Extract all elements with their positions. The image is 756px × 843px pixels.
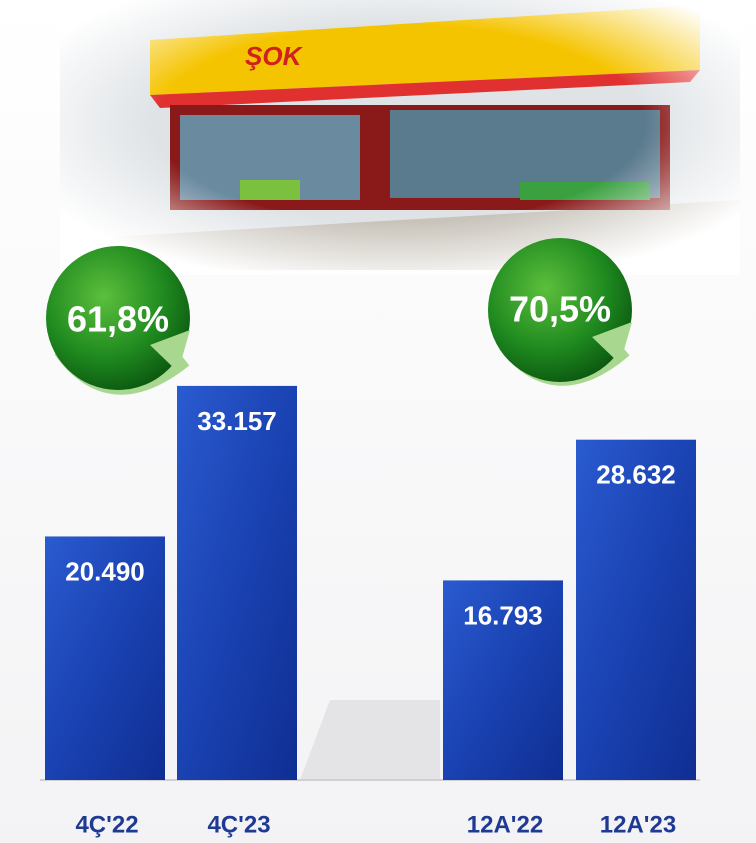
- x-tick-label: 12A'23: [600, 811, 676, 838]
- value-label: 33.157: [197, 406, 277, 436]
- badge: 61,8%: [46, 246, 190, 395]
- badge: 70,5%: [488, 238, 632, 386]
- x-tick-label: 4Ç'22: [75, 811, 138, 838]
- store-photo: ŞOK: [60, 0, 740, 275]
- value-label: 28.632: [596, 460, 676, 490]
- growth-label: 70,5%: [509, 289, 611, 330]
- x-tick-label: 12A'22: [467, 811, 543, 838]
- value-label: 16.793: [463, 600, 543, 630]
- bar: [443, 580, 563, 780]
- bar: [177, 385, 297, 780]
- bar: [45, 536, 165, 780]
- shadow: [300, 700, 440, 780]
- value-label: 20.490: [65, 556, 145, 586]
- bar: [576, 439, 696, 780]
- x-tick-label: 4Ç'23: [207, 811, 270, 838]
- growth-label: 61,8%: [67, 299, 169, 340]
